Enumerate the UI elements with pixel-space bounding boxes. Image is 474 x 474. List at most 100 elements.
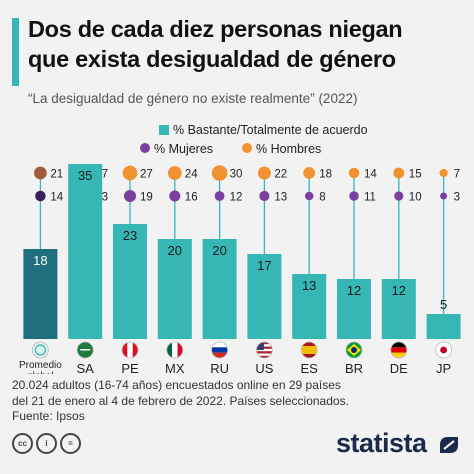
flag-part — [256, 342, 264, 350]
category-label: RU — [210, 361, 229, 374]
bar — [381, 279, 416, 339]
hombres-dot — [211, 165, 228, 181]
legend-label-acuerdo: % Bastante/Totalmente de acuerdo — [173, 123, 368, 137]
bar-value-label: 5 — [440, 297, 447, 312]
hombres-dot — [439, 168, 448, 178]
mujeres-dot — [35, 190, 46, 202]
mujeres-dot — [259, 190, 270, 202]
category-label: SA — [77, 361, 95, 374]
flag-part — [390, 347, 407, 353]
globe-icon — [32, 341, 49, 359]
statista-logo[interactable]: statista — [336, 428, 427, 458]
mujeres-dot — [214, 191, 225, 201]
category-label: DE — [390, 361, 408, 374]
flag-body — [166, 342, 183, 358]
flag-body — [256, 342, 273, 358]
legend-label-mujeres: % Mujeres — [154, 142, 213, 156]
bar-value-label: 18 — [33, 253, 47, 268]
flag-border — [32, 341, 49, 359]
bar-value-label: 23 — [123, 228, 137, 243]
flag-body — [211, 342, 228, 358]
hombres-value-label: 18 — [319, 169, 332, 181]
flag-border — [166, 341, 184, 359]
bar-value-label: 12 — [392, 283, 406, 298]
flag-part — [256, 353, 273, 356]
flag-border — [76, 341, 94, 359]
hombres-value-label: 27 — [140, 169, 153, 181]
category-label: BR — [345, 361, 363, 374]
legend-dot-hombres — [242, 143, 252, 153]
flag-part — [127, 342, 133, 358]
legend-dot-mujeres — [140, 143, 150, 153]
cc-icon[interactable]: cc — [12, 433, 33, 454]
chart-title-line-1: Dos de cada diez personas niegan — [28, 16, 403, 42]
flag-body — [122, 342, 138, 358]
mujeres-value-label: 19 — [140, 192, 153, 204]
mujeres-dot — [440, 192, 448, 200]
flag-part — [211, 352, 228, 358]
bar — [337, 279, 371, 339]
flag-es-icon — [300, 341, 318, 359]
flag-border — [435, 341, 453, 359]
hombres-dot — [393, 167, 405, 179]
chart: % Bastante/Totalmente de acuerdo % Mujere… — [19, 123, 461, 374]
mujeres-value-label: 3 — [454, 192, 460, 204]
flag-body — [346, 342, 362, 358]
flag-part — [80, 349, 91, 351]
by-icon[interactable]: i — [36, 433, 57, 454]
flag-body — [390, 342, 407, 358]
legend-swatch-acuerdo — [159, 125, 169, 135]
category-label: JP — [436, 361, 451, 374]
bar — [68, 164, 103, 339]
flag-border — [211, 341, 229, 359]
hombres-dot — [167, 166, 182, 180]
flag-us-icon — [255, 341, 273, 359]
flag-sa-icon — [76, 341, 94, 359]
category-label: ES — [301, 361, 319, 374]
flag-body — [435, 342, 452, 358]
bar-value-label: 20 — [168, 243, 182, 258]
mujeres-dot — [123, 189, 137, 203]
flag-part — [301, 346, 318, 354]
hombres-value-label: 30 — [230, 169, 243, 181]
bar — [292, 274, 327, 339]
flag-part — [256, 342, 273, 345]
flag-pe-icon — [121, 341, 139, 359]
mujeres-value-label: 14 — [50, 192, 63, 204]
flag-part — [211, 347, 228, 353]
hombres-dot — [303, 167, 316, 179]
flag-border — [390, 341, 408, 359]
category-label: MX — [165, 361, 185, 374]
chart-title: Dos de cada diez personas niegan que exi… — [28, 14, 468, 74]
flag-part — [34, 344, 47, 356]
bar — [157, 239, 192, 339]
category-label: US — [255, 361, 273, 374]
hombres-value-label: 15 — [409, 169, 422, 181]
bar-value-label: 35 — [78, 168, 92, 183]
nd-icon[interactable]: = — [60, 433, 81, 454]
flag-part — [256, 346, 273, 349]
flag-part — [390, 342, 407, 348]
flag-ru-icon — [211, 341, 229, 359]
flag-part — [172, 342, 178, 358]
category-label: Promedio — [19, 360, 62, 371]
bar — [113, 224, 147, 339]
mujeres-dot — [349, 191, 359, 201]
hombres-value-label: 7 — [454, 169, 460, 181]
hombres-value-label: 21 — [50, 169, 63, 181]
flag-body — [32, 342, 49, 358]
flag-border — [255, 341, 273, 359]
survey-note-line-1: 20.024 adultos (16-74 años) encuestados … — [12, 378, 341, 392]
footer-notes: 20.024 adultos (16-74 años) encuestados … — [12, 378, 462, 425]
survey-note-line-2: del 21 de enero al 4 de febrero de 2022.… — [12, 393, 349, 408]
bar — [426, 314, 461, 339]
license-icons: cc i = — [12, 433, 81, 454]
chart-title-line-2: que exista desigualdad de género — [28, 46, 396, 72]
flag-br-icon — [345, 341, 363, 359]
hombres-dot — [348, 167, 360, 179]
mujeres-value-label: 11 — [364, 192, 376, 204]
hombres-dot — [122, 165, 138, 181]
bar-value-label: 12 — [347, 283, 361, 298]
flag-part — [256, 351, 273, 354]
mujeres-dot — [394, 191, 404, 201]
